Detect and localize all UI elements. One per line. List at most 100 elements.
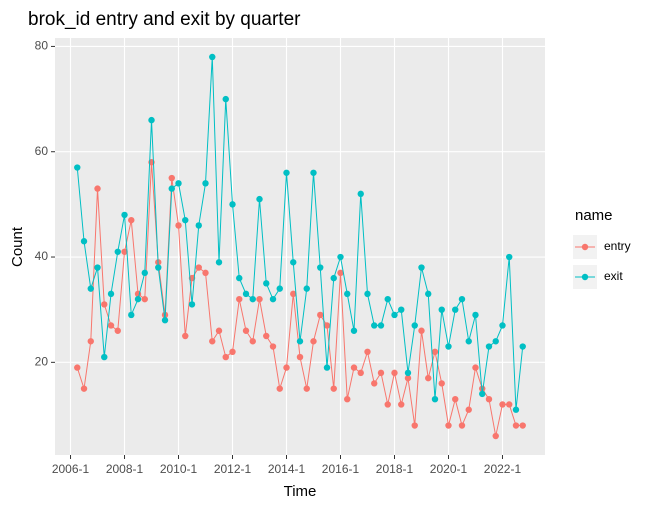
point: [377, 322, 385, 329]
chart-title: brok_id entry and exit by quarter: [28, 9, 301, 30]
point: [458, 422, 466, 429]
point: [431, 395, 439, 403]
legend-point: [581, 243, 589, 251]
point: [364, 348, 371, 356]
point: [107, 290, 115, 298]
point: [492, 338, 499, 345]
x-axis-label: Time: [284, 483, 317, 500]
point: [323, 322, 331, 329]
point: [330, 385, 337, 392]
point: [236, 295, 243, 303]
point: [485, 343, 493, 350]
y-tick-label: 80: [35, 39, 49, 53]
y-tick-label: 40: [35, 249, 49, 263]
point: [506, 401, 513, 408]
point: [492, 432, 499, 440]
point: [121, 211, 128, 219]
point: [209, 338, 216, 345]
point: [256, 195, 263, 203]
point: [438, 306, 445, 313]
point: [384, 295, 391, 303]
point: [249, 338, 256, 345]
point: [452, 395, 459, 403]
point: [107, 322, 115, 329]
point: [168, 174, 175, 182]
point: [269, 343, 277, 350]
point: [114, 248, 121, 255]
point: [499, 401, 506, 408]
legend-label: entry: [604, 239, 631, 253]
point: [283, 364, 290, 371]
point: [161, 317, 169, 324]
panel: [55, 38, 545, 455]
point: [141, 269, 148, 277]
point: [425, 290, 432, 298]
point: [337, 269, 344, 277]
point: [290, 259, 297, 266]
point: [87, 285, 94, 292]
point: [310, 169, 317, 176]
point: [276, 385, 283, 392]
point: [303, 285, 310, 292]
point: [418, 327, 425, 334]
point: [371, 322, 378, 329]
point: [276, 285, 283, 292]
point: [175, 180, 182, 187]
point: [445, 343, 452, 350]
point: [94, 264, 101, 271]
point: [242, 290, 250, 298]
point: [263, 280, 270, 287]
point: [148, 116, 155, 124]
point: [168, 185, 175, 192]
point: [182, 332, 189, 340]
point: [445, 422, 452, 429]
point: [229, 201, 236, 208]
point: [296, 338, 304, 345]
point: [350, 327, 358, 334]
legend-label: exit: [604, 269, 623, 283]
point: [296, 353, 304, 361]
y-tick-label: 20: [35, 355, 49, 369]
point: [101, 301, 108, 308]
point: [256, 295, 263, 303]
x-tick-label: 2008-1: [106, 462, 144, 476]
point: [330, 274, 337, 282]
point: [323, 364, 331, 371]
point: [222, 353, 229, 361]
point: [74, 164, 81, 171]
point: [128, 216, 135, 224]
point: [249, 295, 256, 303]
point: [175, 222, 182, 229]
point: [303, 385, 310, 392]
point: [418, 264, 425, 271]
point: [94, 185, 101, 192]
point: [512, 422, 520, 429]
point: [350, 364, 358, 371]
point: [317, 264, 324, 271]
x-tick-label: 2006-1: [52, 462, 90, 476]
point: [398, 401, 405, 408]
point: [215, 259, 223, 266]
point: [87, 338, 94, 345]
point: [404, 374, 412, 382]
point: [80, 385, 88, 392]
point: [141, 295, 148, 303]
point: [101, 353, 108, 361]
point: [465, 338, 472, 345]
point: [384, 401, 391, 408]
point: [269, 295, 277, 303]
point: [499, 322, 506, 329]
point: [404, 369, 412, 377]
point: [74, 364, 81, 371]
point: [134, 295, 142, 303]
x-tick-label: 2018-1: [376, 462, 414, 476]
x-tick-label: 2010-1: [160, 462, 198, 476]
point: [438, 380, 445, 387]
point: [236, 274, 243, 282]
point: [452, 306, 459, 313]
point: [202, 269, 209, 277]
point: [290, 290, 297, 298]
point: [344, 395, 351, 403]
point: [506, 253, 513, 261]
point: [364, 290, 371, 298]
